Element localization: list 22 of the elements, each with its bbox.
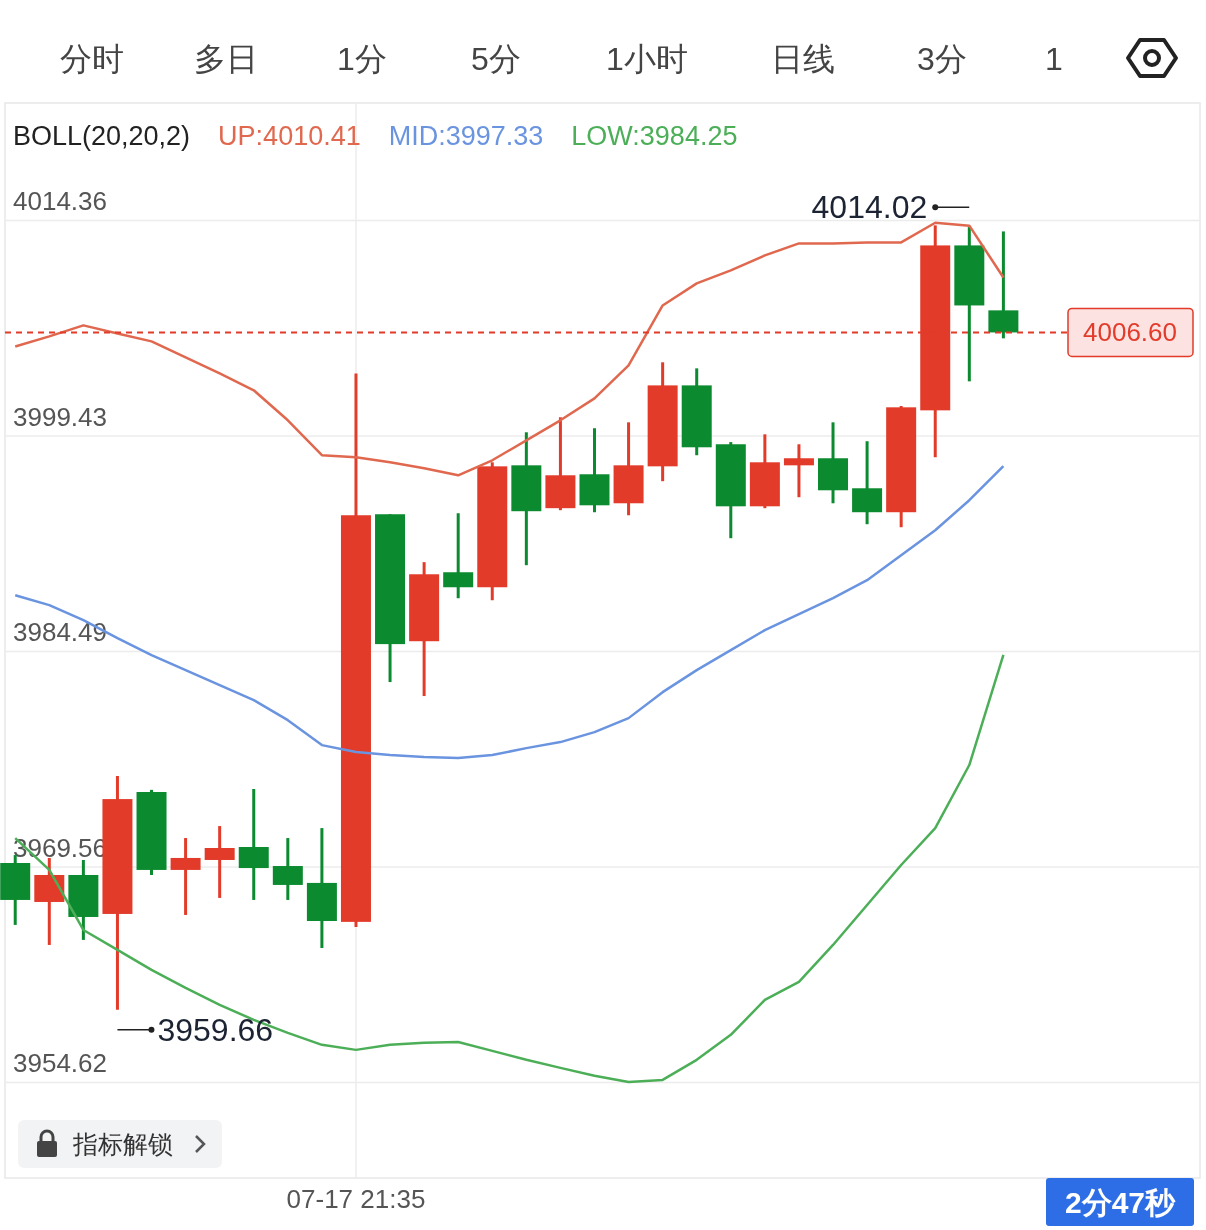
annotation: 指标解锁 — [72, 1130, 173, 1158]
text: 分时 — [60, 41, 124, 77]
text: 3分 — [917, 41, 967, 77]
text: 1分 — [337, 41, 387, 77]
text: MID:3997.33 — [388, 121, 544, 151]
annotation: 4014.02 — [811, 189, 928, 226]
text: UP:4010.41 — [218, 121, 361, 151]
text: LOW:3984.25 — [571, 121, 738, 151]
x-tick-label: 07-17 21:35 — [286, 1184, 426, 1214]
annotation: 3959.66 — [157, 1011, 274, 1048]
ref-line-label: 4006.60 — [1083, 317, 1177, 348]
y-tick-label: 4014.36 — [13, 186, 107, 217]
text: 1小时 — [606, 41, 688, 77]
text: 2分47秒 — [1064, 1186, 1177, 1219]
text: 1 — [1045, 41, 1063, 77]
y-tick-label: 3999.43 — [13, 401, 107, 432]
text: 日线 — [771, 41, 835, 77]
text: 5分 — [471, 41, 521, 77]
legend-title: BOLL(20,20,2) — [13, 121, 191, 151]
y-tick-label: 3984.49 — [13, 617, 107, 648]
text: 多日 — [194, 41, 258, 77]
y-tick-label: 3954.62 — [13, 1048, 107, 1079]
